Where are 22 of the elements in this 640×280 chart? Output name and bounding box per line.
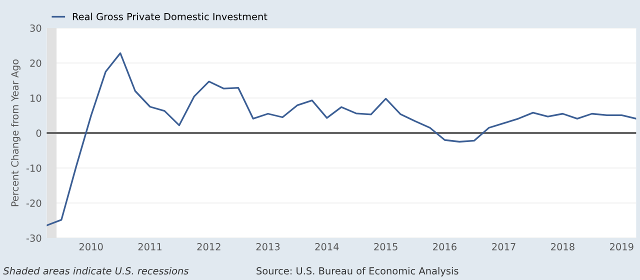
- x-tick-label: 2017: [492, 243, 516, 250]
- x-tick-label: 2019: [610, 243, 634, 250]
- x-tick-label: 2013: [256, 243, 280, 250]
- x-tick-label: 2014: [315, 243, 339, 250]
- x-tick-label: 2012: [197, 243, 220, 250]
- y-tick-label: -30: [26, 234, 42, 242]
- y-tick-label: -20: [26, 199, 42, 207]
- y-tick-label: 20: [30, 59, 42, 67]
- x-tick-label: 2015: [374, 243, 398, 250]
- y-tick-label: 30: [30, 24, 42, 32]
- x-tick-label: 2018: [551, 243, 574, 250]
- x-tick-label: 2016: [433, 243, 456, 250]
- y-tick-label: -10: [26, 164, 42, 172]
- x-tick-label: 2011: [138, 243, 162, 250]
- text: Shaded areas indicate U.S. recessions: [3, 267, 189, 275]
- y-axis-title: Percent Change from Year Ago: [11, 59, 20, 206]
- source-note: Source: U.S. Bureau of Economic Analysis: [256, 267, 458, 276]
- x-tick-label: 2010: [79, 243, 103, 250]
- line-series: [46, 52, 636, 226]
- y-tick-label: 10: [30, 94, 42, 102]
- y-tick-label: 0: [36, 129, 42, 137]
- legend-label: Real Gross Private Domestic Investment: [72, 12, 268, 20]
